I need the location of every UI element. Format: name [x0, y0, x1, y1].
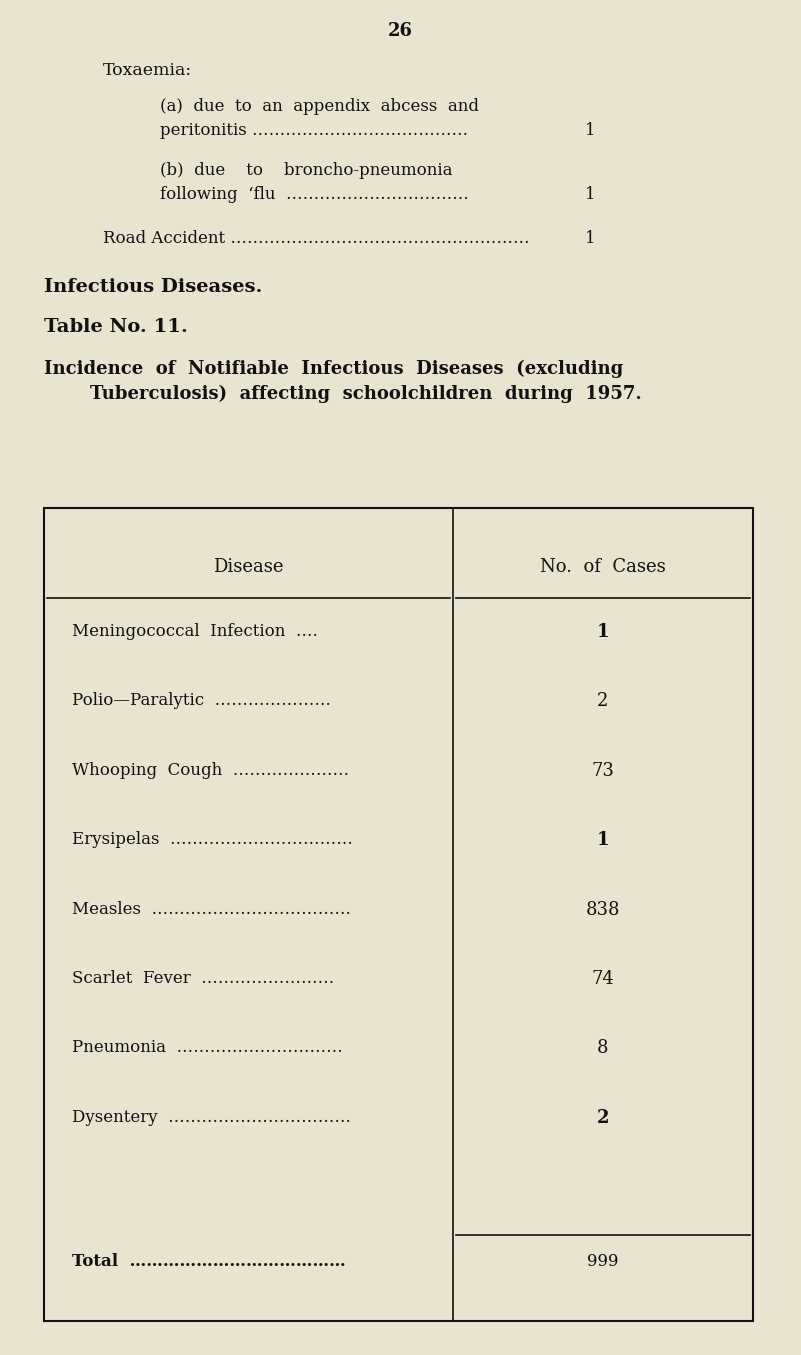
Text: 74: 74	[591, 970, 614, 988]
Text: Infectious Diseases.: Infectious Diseases.	[44, 278, 263, 295]
Text: 73: 73	[591, 762, 614, 780]
Text: Polio—Paralytic  …………………: Polio—Paralytic …………………	[72, 692, 331, 710]
Text: 1: 1	[585, 186, 596, 203]
Text: Toxaemia:: Toxaemia:	[103, 62, 192, 79]
Text: Table No. 11.: Table No. 11.	[44, 318, 188, 336]
Text: following  ‘flu  ……………………………: following ‘flu ……………………………	[160, 186, 469, 203]
Text: 1: 1	[585, 122, 596, 140]
Text: No.  of  Cases: No. of Cases	[540, 558, 666, 576]
Text: Incidence  of  Notifiable  Infectious  Diseases  (excluding: Incidence of Notifiable Infectious Disea…	[44, 360, 623, 378]
Text: Road Accident ………………………………………………: Road Accident ………………………………………………	[103, 230, 529, 247]
Text: 838: 838	[586, 901, 620, 919]
Text: 1: 1	[597, 831, 609, 850]
Text: Total  …………………………………: Total …………………………………	[72, 1253, 346, 1270]
Text: (a)  due  to  an  appendix  abcess  and: (a) due to an appendix abcess and	[160, 98, 479, 115]
Text: Disease: Disease	[213, 558, 284, 576]
Text: Erysipelas  ……………………………: Erysipelas ……………………………	[72, 831, 353, 848]
Text: Dysentery  ……………………………: Dysentery ……………………………	[72, 1108, 351, 1126]
Text: Scarlet  Fever  ……………………: Scarlet Fever ……………………	[72, 970, 334, 986]
Text: Meningococcal  Infection  ….: Meningococcal Infection ….	[72, 623, 318, 640]
Text: Whooping  Cough  …………………: Whooping Cough …………………	[72, 762, 349, 779]
Text: 8: 8	[597, 1039, 609, 1057]
Text: 2: 2	[597, 692, 609, 710]
Text: (b)  due    to    broncho-pneumonia: (b) due to broncho-pneumonia	[160, 163, 453, 179]
Text: 999: 999	[587, 1253, 618, 1270]
Text: peritonitis …………………………………: peritonitis …………………………………	[160, 122, 468, 140]
Text: Tuberculosis)  affecting  schoolchildren  during  1957.: Tuberculosis) affecting schoolchildren d…	[90, 385, 642, 404]
Text: 1: 1	[597, 623, 609, 641]
Text: 1: 1	[585, 230, 596, 247]
Text: 26: 26	[388, 22, 413, 41]
Text: Pneumonia  …………………………: Pneumonia …………………………	[72, 1039, 343, 1056]
Bar	[44, 508, 753, 1321]
Text: 2: 2	[597, 1108, 609, 1126]
Text: Measles  ………………………………: Measles ………………………………	[72, 901, 351, 917]
